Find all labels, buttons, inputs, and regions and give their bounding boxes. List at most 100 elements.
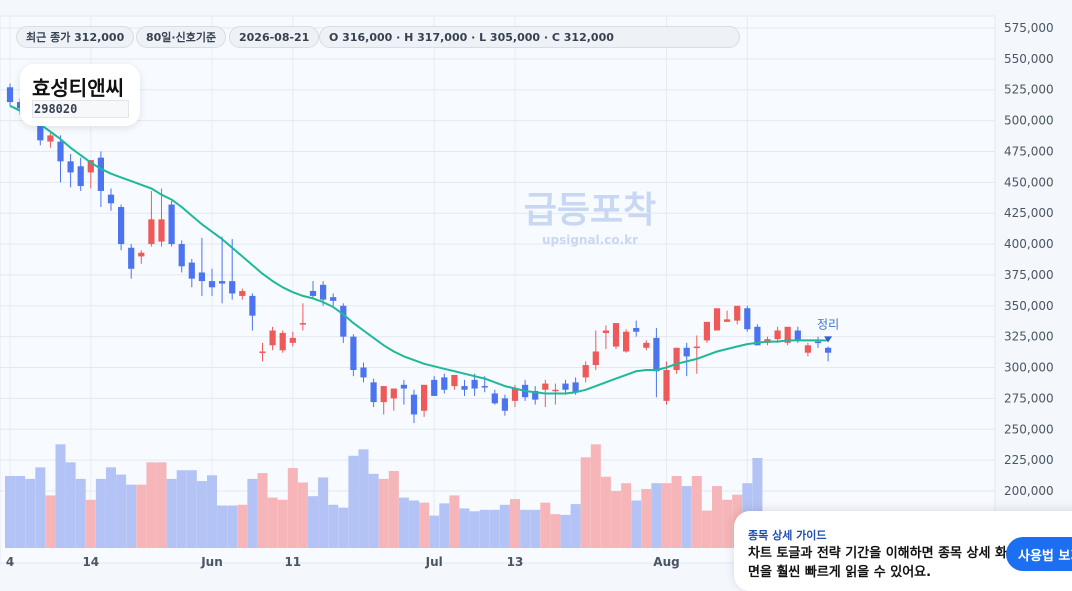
volume-bar <box>15 476 26 548</box>
volume-bar <box>621 483 632 548</box>
volume-bar <box>651 483 662 548</box>
volume-bar <box>691 476 702 548</box>
volume-bar <box>257 473 268 548</box>
candle-body <box>623 331 630 352</box>
volume-bar <box>146 462 157 548</box>
guide-heading: 종목 상세 가이드 <box>748 529 827 542</box>
y-tick-label: 250,000 <box>1004 422 1054 436</box>
volume-bar <box>65 462 76 548</box>
guide-popup: 종목 상세 가이드 차트 토글과 전략 기간을 이해하면 종목 상세 화면을 훨… <box>734 511 1072 591</box>
candle-body <box>724 319 731 322</box>
volume-bar <box>631 500 642 548</box>
volume-bar <box>520 509 531 548</box>
volume-bar <box>449 495 460 548</box>
ohlc-pill: O 316,000 · H 317,000 · L 305,000 · C 31… <box>319 26 740 48</box>
volume-bar <box>227 505 238 548</box>
volume-bar <box>510 499 520 548</box>
y-tick-label: 425,000 <box>1004 206 1054 220</box>
candle-body <box>299 323 306 325</box>
guide-open-button[interactable]: 사용법 보기 <box>1006 537 1072 571</box>
price-candles <box>6 83 832 424</box>
candle-body <box>582 365 589 378</box>
candle-body <box>229 281 236 294</box>
candle-body <box>653 337 660 372</box>
candle-body <box>239 290 246 296</box>
volume-bar <box>85 499 96 548</box>
volume-bar <box>287 468 298 548</box>
watermark-url: upsignal.co.kr <box>542 233 638 247</box>
volume-bar <box>308 496 318 548</box>
candle-body <box>734 305 741 321</box>
candle-body <box>511 388 519 401</box>
candle-body <box>491 393 498 404</box>
volume-bar <box>409 500 419 548</box>
candle-body <box>390 388 397 399</box>
candle-body <box>683 347 690 357</box>
volume-bar <box>196 481 207 548</box>
stock-title-card: 효성티앤씨 298020 <box>20 64 140 126</box>
candle-body <box>37 121 44 141</box>
x-tick-label: 4 <box>6 555 14 569</box>
candle-body <box>825 347 832 353</box>
volume-bar <box>176 470 187 548</box>
x-tick-label: 13 <box>507 555 524 569</box>
candle-body <box>481 386 488 388</box>
candle-body <box>77 166 84 187</box>
candle-body <box>148 219 155 245</box>
volume-bar <box>95 478 106 548</box>
volume-bar <box>318 477 329 548</box>
candle-body <box>188 262 195 279</box>
annotation-arrow <box>824 336 833 343</box>
candle-body <box>97 157 104 191</box>
volume-bar <box>156 462 167 548</box>
watermark: 급등포착 upsignal.co.kr <box>524 190 656 247</box>
volume-bar <box>277 499 288 548</box>
signal-annotation: 정리 <box>817 317 839 343</box>
volume-bar <box>45 495 56 548</box>
candle-body <box>158 219 165 242</box>
candle-body <box>703 321 710 341</box>
candle-body <box>178 244 185 267</box>
y-tick-label: 300,000 <box>1004 361 1054 375</box>
y-tick-label: 200,000 <box>1004 484 1054 498</box>
x-tick-label: 14 <box>82 555 99 569</box>
candle-body <box>400 384 407 389</box>
moving-average-line <box>9 104 829 395</box>
watermark-title: 급등포착 <box>524 190 656 231</box>
y-tick-label: 575,000 <box>1004 21 1054 35</box>
candle-body <box>663 370 670 401</box>
volume-bar <box>267 497 278 548</box>
candle-body <box>289 337 296 343</box>
volume-bar <box>752 458 763 548</box>
candle-body <box>360 367 367 378</box>
x-tick-label: Jun <box>200 555 223 569</box>
volume-bar <box>75 478 86 548</box>
candle-body <box>107 194 115 204</box>
volume-bar <box>489 509 500 548</box>
candle-body <box>532 390 539 400</box>
volume-bar <box>499 504 510 548</box>
y-tick-label: 325,000 <box>1004 330 1054 344</box>
y-axis: 575,000 550,000 525,000 500,000 475,000 450,0… <box>1004 21 1054 498</box>
candle-body <box>431 379 438 396</box>
candle-body <box>320 284 327 300</box>
volume-bar <box>459 508 470 548</box>
volume-bar <box>590 444 601 548</box>
candle-body <box>269 330 276 346</box>
candle-body <box>208 281 216 288</box>
volume-bar <box>570 504 581 548</box>
volume-bar <box>116 474 127 548</box>
annotation-label: 정리 <box>817 317 839 331</box>
candle-body <box>350 336 357 371</box>
candle-body <box>118 207 125 245</box>
volume-bar <box>580 457 591 548</box>
candle-body <box>410 394 418 415</box>
volume-bar <box>35 467 46 548</box>
volume-bar <box>106 467 116 548</box>
candle-body <box>259 351 266 353</box>
stock-name: 효성티앤씨 <box>32 76 124 100</box>
volume-bar <box>712 486 722 548</box>
volume-bar <box>378 478 389 548</box>
date-pill: 2026-08-21 <box>229 26 320 48</box>
volume-bar <box>358 449 369 548</box>
